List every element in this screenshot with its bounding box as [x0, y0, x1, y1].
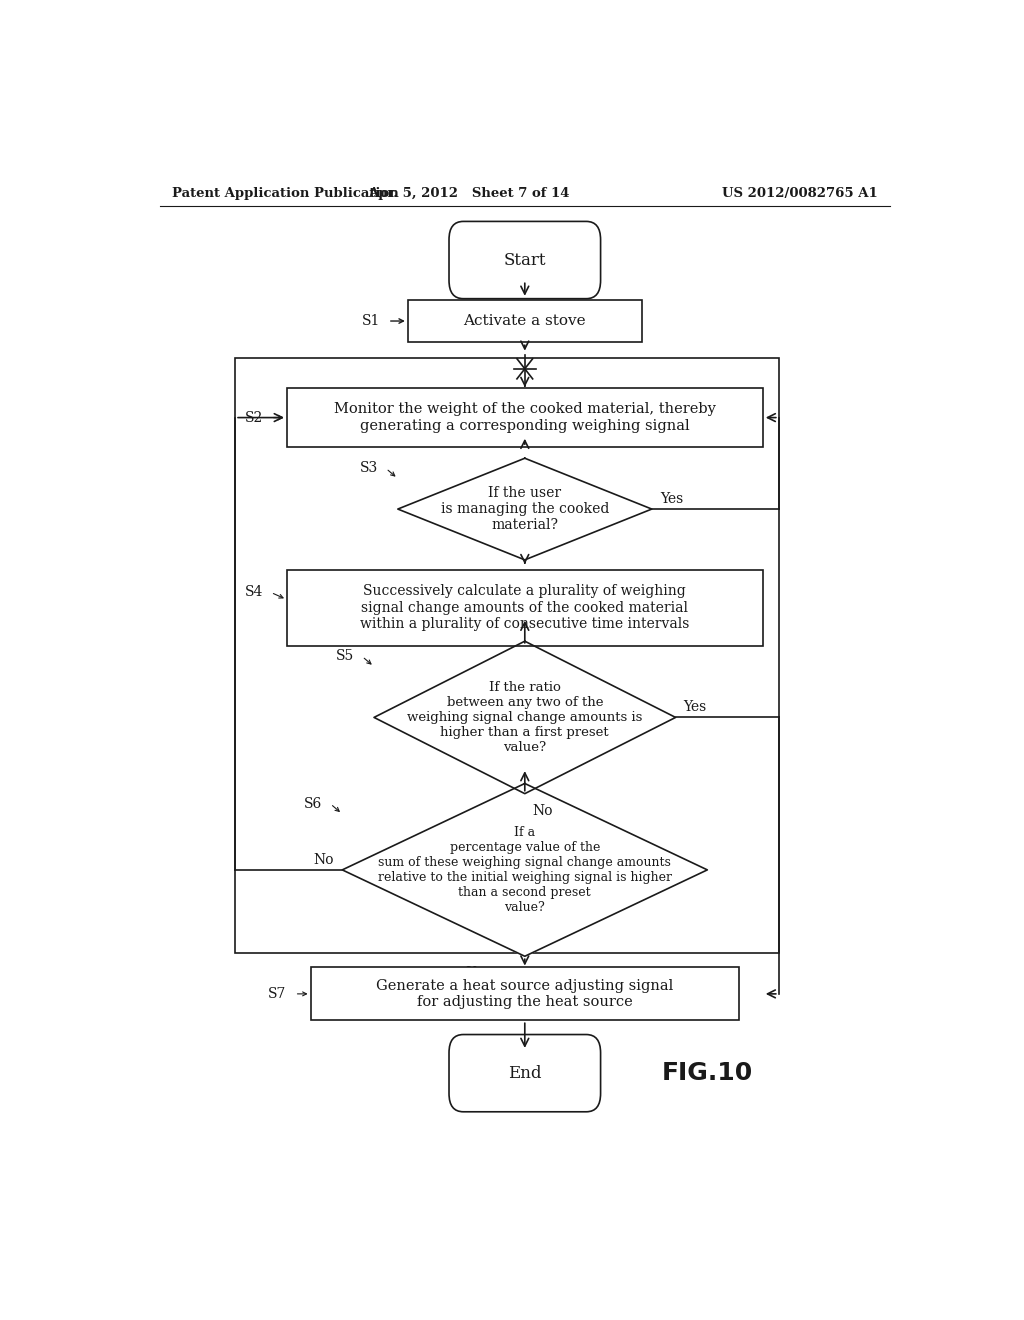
Text: End: End [508, 1065, 542, 1081]
Bar [287, 569, 763, 645]
Text: US 2012/0082765 A1: US 2012/0082765 A1 [722, 187, 878, 201]
Text: S7: S7 [268, 987, 287, 1001]
Bar [310, 968, 739, 1020]
Text: If the ratio
between any two of the
weighing signal change amounts is
higher tha: If the ratio between any two of the weig… [408, 681, 642, 754]
Bar [236, 358, 778, 953]
Text: Generate a heat source adjusting signal
for adjusting the heat source: Generate a heat source adjusting signal … [376, 979, 674, 1008]
Polygon shape [397, 458, 652, 560]
Polygon shape [342, 784, 708, 956]
Text: Activate a stove: Activate a stove [464, 314, 586, 329]
Text: S4: S4 [245, 585, 263, 599]
Text: Yes: Yes [659, 492, 683, 506]
FancyBboxPatch shape [449, 1035, 601, 1111]
Text: Apr. 5, 2012   Sheet 7 of 14: Apr. 5, 2012 Sheet 7 of 14 [369, 187, 570, 201]
Text: S1: S1 [361, 314, 380, 329]
Bar [408, 300, 642, 342]
Text: No: No [532, 804, 553, 818]
Text: If a
percentage value of the
sum of these weighing signal change amounts
relativ: If a percentage value of the sum of thes… [378, 826, 672, 913]
Text: S6: S6 [304, 797, 323, 810]
Text: Monitor the weight of the cooked material, thereby
generating a corresponding we: Monitor the weight of the cooked materia… [334, 403, 716, 433]
Text: S3: S3 [359, 462, 378, 475]
Text: S2: S2 [245, 411, 263, 425]
FancyBboxPatch shape [449, 222, 601, 298]
Text: Start: Start [504, 252, 546, 268]
Text: Yes: Yes [684, 700, 707, 714]
Text: No: No [532, 572, 553, 586]
Text: FIG.10: FIG.10 [662, 1061, 753, 1085]
Text: S5: S5 [336, 649, 354, 664]
Text: If the user
is managing the cooked
material?: If the user is managing the cooked mater… [440, 486, 609, 532]
Text: Successively calculate a plurality of weighing
signal change amounts of the cook: Successively calculate a plurality of we… [360, 585, 689, 631]
Text: Patent Application Publication: Patent Application Publication [172, 187, 398, 201]
Text: Yes: Yes [466, 966, 489, 981]
Text: No: No [313, 853, 334, 867]
Polygon shape [374, 642, 676, 793]
Bar [287, 388, 763, 447]
